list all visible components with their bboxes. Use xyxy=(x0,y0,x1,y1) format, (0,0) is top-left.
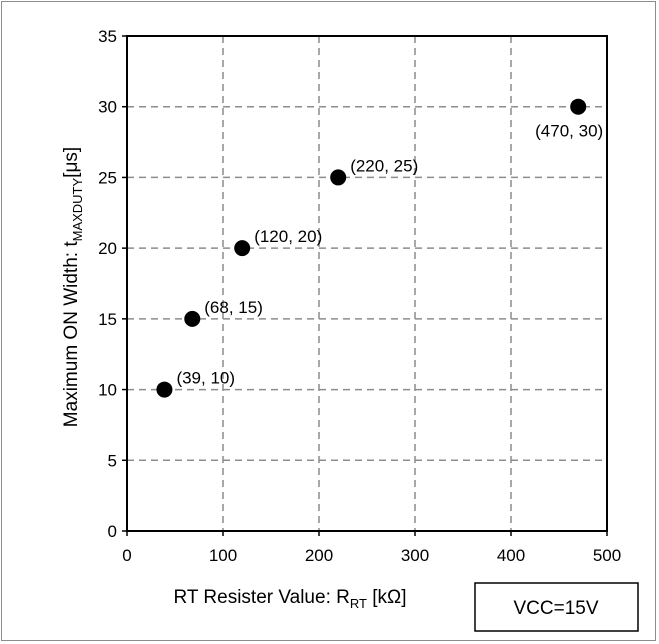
data-point xyxy=(330,169,347,186)
y-tick-label: 10 xyxy=(98,381,117,400)
x-axis-title: RT Resister Value: RRT [kΩ] xyxy=(174,587,407,611)
data-point xyxy=(156,381,173,398)
plot-area-border xyxy=(126,35,608,532)
y-tick-label: 25 xyxy=(98,168,117,187)
y-tick-label: 5 xyxy=(108,451,117,470)
y-tick-label: 15 xyxy=(98,310,117,329)
y-tick-label: 20 xyxy=(98,239,117,258)
annotation-text: VCC=15V xyxy=(513,598,598,619)
x-tick-label: 100 xyxy=(209,546,237,565)
data-points: (39, 10) (68, 15) (120, 20) (220, 25) (470, … xyxy=(156,98,603,398)
data-point xyxy=(234,240,251,257)
grid-lines xyxy=(127,36,607,531)
x-tick-label: 500 xyxy=(593,546,621,565)
data-point-label: (220, 25) xyxy=(350,156,418,175)
annotation-border xyxy=(474,582,639,632)
data-point-label: (470, 30) xyxy=(535,122,603,141)
data-point xyxy=(570,98,587,115)
x-tick-label: 300 xyxy=(401,546,429,565)
y-tick-label: 30 xyxy=(98,98,117,117)
x-tick-label: 200 xyxy=(305,546,333,565)
data-point-label: (120, 20) xyxy=(254,227,322,246)
x-tick-label: 400 xyxy=(497,546,525,565)
y-axis-title: Maximum ON Width: tMAXDUTY[μs] xyxy=(61,147,85,427)
data-point-label: (68, 15) xyxy=(204,298,263,317)
data-point-label: (39, 10) xyxy=(176,369,235,388)
data-point xyxy=(184,310,201,327)
y-tick-label: 0 xyxy=(108,522,117,541)
axis-ticks: 0 100 200 300 400 500 0 5 10 15 20 25 30 35 xyxy=(98,27,621,565)
y-tick-label: 35 xyxy=(98,27,117,46)
vcc-annotation-box: VCC=15V xyxy=(474,582,639,632)
x-tick-label: 0 xyxy=(122,546,131,565)
